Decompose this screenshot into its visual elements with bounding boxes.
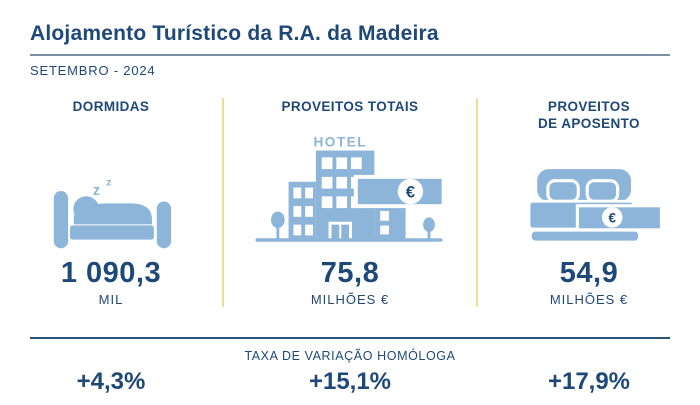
euro-banknote-icon: € <box>353 174 446 209</box>
metrics-section: DORMIDAS z z 1 090,3 MIL <box>0 98 700 307</box>
dormidas-unit: MIL <box>98 292 124 307</box>
hotel-sign-text: HOTEL <box>313 135 367 150</box>
proveitos-aposento-unit: MILHÕES € <box>549 292 629 307</box>
euro-circle <box>601 207 623 228</box>
proveitos-aposento-variation: +17,9% <box>547 368 631 395</box>
proveitos-aposento-icon-box: € <box>513 134 665 256</box>
metric-proveitos-totais: PROVEITOS TOTAIS HOTEL <box>222 98 478 307</box>
proveitos-totais-value: 75,8 <box>320 257 380 289</box>
footer-divider <box>30 337 670 339</box>
variation-values-row: +4,3% +15,1% +17,9% <box>0 368 700 396</box>
euro-banknote-icon: € <box>575 204 663 232</box>
report-period: SETEMBRO - 2024 <box>30 63 156 78</box>
footer: TAXA DE VARIAÇÃO HOMÓLOGA +4,3% +15,1% +… <box>0 337 700 396</box>
metric-label-proveitos-totais: PROVEITOS TOTAIS <box>281 99 419 114</box>
header: Alojamento Turístico da R.A. da Madeira … <box>0 0 700 78</box>
metric-proveitos-aposento: PROVEITOS DE APOSENTO <box>478 98 700 307</box>
title-divider <box>30 54 670 56</box>
dormidas-icon-box: z z <box>49 134 173 256</box>
double-bed-euro-icon: € <box>527 169 663 241</box>
proveitos-aposento-value: 54,9 <box>559 257 619 289</box>
bedpost-right <box>156 201 172 249</box>
euro-symbol: € <box>406 182 415 201</box>
dormidas-variation: +4,3% <box>76 368 146 395</box>
bed-base <box>531 231 639 241</box>
page-title: Alojamento Turístico da R.A. da Madeira <box>30 22 439 45</box>
hotel-right-wing <box>374 206 406 241</box>
euro-symbol: € <box>609 210 617 225</box>
tree-right <box>423 217 435 240</box>
sleep-z-text: z <box>93 183 100 199</box>
metric-label-dormidas: DORMIDAS <box>72 99 150 114</box>
metric-dormidas: DORMIDAS z z 1 090,3 MIL <box>0 98 222 307</box>
metric-label-proveitos-aposento: PROVEITOS DE APOSENTO <box>538 99 640 131</box>
hotel-right-wing-windows <box>380 211 389 235</box>
mattress <box>69 225 154 240</box>
sleeping-guest-icon: z z <box>53 177 172 249</box>
proveitos-totais-icon-box: HOTEL <box>252 134 448 256</box>
hotel-left-wing-windows <box>293 187 313 236</box>
ground-line <box>255 238 443 242</box>
proveitos-totais-unit: MILHÕES € <box>310 292 390 307</box>
sleeper-body <box>73 203 153 225</box>
hotel-door <box>328 221 352 241</box>
hotel-building-euro-icon: HOTEL <box>255 135 446 242</box>
euro-circle <box>397 178 424 205</box>
variation-rate-label: TAXA DE VARIAÇÃO HOMÓLOGA <box>244 349 456 363</box>
tree-left <box>271 211 285 240</box>
bedpost-left <box>53 191 69 249</box>
sleep-z-text-small: z <box>106 177 111 188</box>
proveitos-totais-variation: +15,1% <box>308 368 392 395</box>
dormidas-value: 1 090,3 <box>60 257 162 289</box>
